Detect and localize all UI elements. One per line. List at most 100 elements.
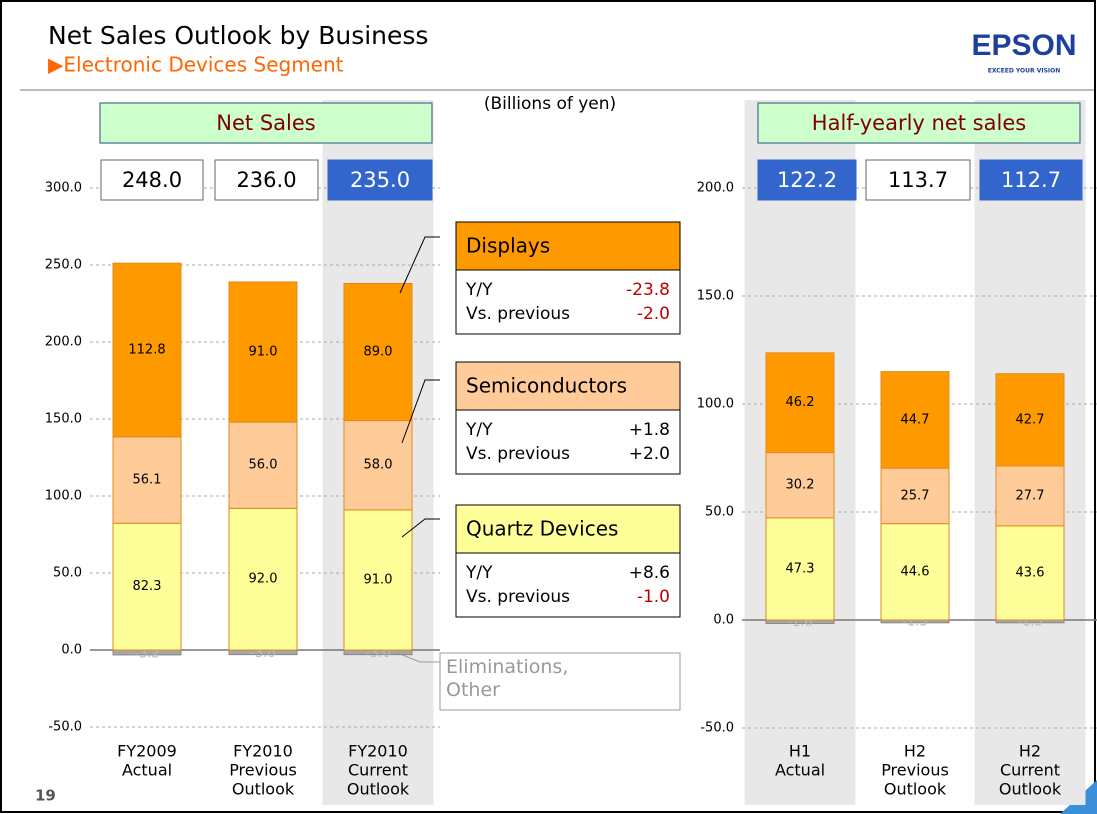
chart-header-box	[99, 102, 433, 144]
total-label: 236.0	[236, 168, 296, 192]
bar-segment	[343, 509, 413, 651]
bar-segment	[995, 465, 1065, 527]
value-label: 112.8	[128, 343, 165, 358]
bar-segment	[880, 523, 950, 621]
bar-segment	[112, 522, 182, 651]
value-label: 89.0	[364, 345, 393, 360]
value-label: 30.2	[786, 478, 815, 493]
slide-subtitle: ▶Electronic Devices Segment	[48, 53, 344, 77]
bar-segment	[228, 421, 298, 509]
value-label: 25.7	[901, 488, 930, 503]
callout-row-label: Y/Y	[465, 420, 493, 440]
value-label: 44.7	[901, 412, 930, 427]
y-tick-label: -50.0	[48, 720, 82, 735]
bar-segment	[880, 371, 950, 469]
bar-segment	[765, 452, 835, 519]
bar-segment	[343, 420, 413, 511]
value-label: 58.0	[364, 458, 393, 473]
callout-body	[455, 409, 681, 475]
bar-segment	[995, 525, 1065, 621]
total-box	[979, 159, 1083, 201]
chart-title: Net Sales	[216, 111, 315, 135]
callout-title: Displays	[466, 234, 550, 258]
total-label: 113.7	[888, 168, 948, 192]
leader-line	[399, 236, 440, 294]
y-tick-label: 200.0	[45, 335, 82, 350]
total-box	[865, 159, 971, 201]
callout-row-label: Vs. previous	[466, 444, 570, 464]
x-tick-label: FY2010	[233, 742, 293, 761]
callout-header	[455, 221, 681, 271]
y-tick-label: 150.0	[45, 412, 82, 427]
x-tick-label: FY2009	[117, 742, 177, 761]
x-tick-label: Previous	[881, 761, 949, 780]
total-label: 122.2	[777, 168, 837, 192]
y-tick-label: 200.0	[697, 181, 734, 196]
x-tick-label: H2	[904, 742, 926, 761]
callout-body	[455, 552, 681, 618]
value-label: 91.0	[249, 345, 278, 360]
y-tick-label: -50.0	[700, 721, 734, 736]
bar-segment	[112, 262, 182, 438]
leader-line	[401, 379, 440, 444]
leader-line	[394, 651, 440, 663]
bar-segment	[228, 281, 298, 423]
logo-tagline: EXCEED YOUR VISION	[988, 68, 1061, 75]
slide-title: Net Sales Outlook by Business	[48, 21, 428, 50]
callout-row-value: -23.8	[626, 280, 670, 300]
total-label: 112.7	[1001, 168, 1061, 192]
value-label: 56.1	[133, 473, 162, 488]
bar-segment	[112, 436, 182, 524]
value-label: 43.6	[1016, 565, 1045, 580]
chart-header-box	[757, 102, 1081, 144]
x-tick-label: Outlook	[232, 780, 295, 799]
x-tick-label: Current	[348, 761, 408, 780]
callout-title: Semiconductors	[466, 374, 627, 398]
y-tick-label: 50.0	[705, 505, 734, 520]
callout-body	[455, 269, 681, 335]
page-number: 19	[35, 787, 56, 805]
callout-row-value: +2.0	[629, 444, 670, 464]
y-tick-label: 150.0	[697, 289, 734, 304]
value-label: 82.3	[133, 579, 162, 594]
charts: Net Sales -50.0 0.0 50.0 100.0 150.0 200.0 250.…	[45, 102, 1097, 799]
other-box	[439, 652, 681, 711]
other-label-wrap: Eliminations, Other	[446, 656, 568, 701]
value-label: 92.0	[249, 572, 278, 587]
value-label: 56.0	[249, 458, 278, 473]
x-tick-label: Current	[1000, 761, 1060, 780]
callout-title: Quartz Devices	[466, 517, 618, 541]
total-box	[214, 159, 319, 201]
value-label: 47.3	[786, 561, 815, 576]
value-label: 42.7	[1016, 412, 1045, 427]
y-tick-label: 0.0	[61, 643, 82, 658]
callout-row-value: -2.0	[637, 304, 670, 324]
bar-segment	[228, 507, 298, 651]
total-box	[757, 159, 857, 201]
value-label: 91.0	[364, 572, 393, 587]
x-tick-label: Previous	[229, 761, 297, 780]
callout-row-label: Y/Y	[465, 563, 493, 583]
callout-header	[455, 361, 681, 411]
total-box	[100, 159, 204, 201]
callout-row-value: +1.8	[629, 420, 670, 440]
x-tick-label: Outlook	[884, 780, 947, 799]
logo: EPSON	[971, 29, 1076, 62]
y-tick-label: 50.0	[53, 566, 82, 581]
chart-title: Half-yearly net sales	[812, 111, 1026, 135]
bar-segment	[995, 373, 1065, 467]
value-label: 46.2	[786, 395, 815, 410]
bar-segment	[343, 282, 413, 422]
x-tick-label: Outlook	[999, 780, 1062, 799]
value-label: 27.7	[1016, 488, 1045, 503]
x-tick-label: Outlook	[347, 780, 410, 799]
callout-row-label: Y/Y	[465, 280, 493, 300]
value-label: 44.6	[901, 564, 930, 579]
x-tick-label: H1	[789, 742, 811, 761]
y-tick-label: 300.0	[45, 181, 82, 196]
x-tick-label: Actual	[122, 761, 172, 780]
leader-line	[401, 518, 440, 538]
